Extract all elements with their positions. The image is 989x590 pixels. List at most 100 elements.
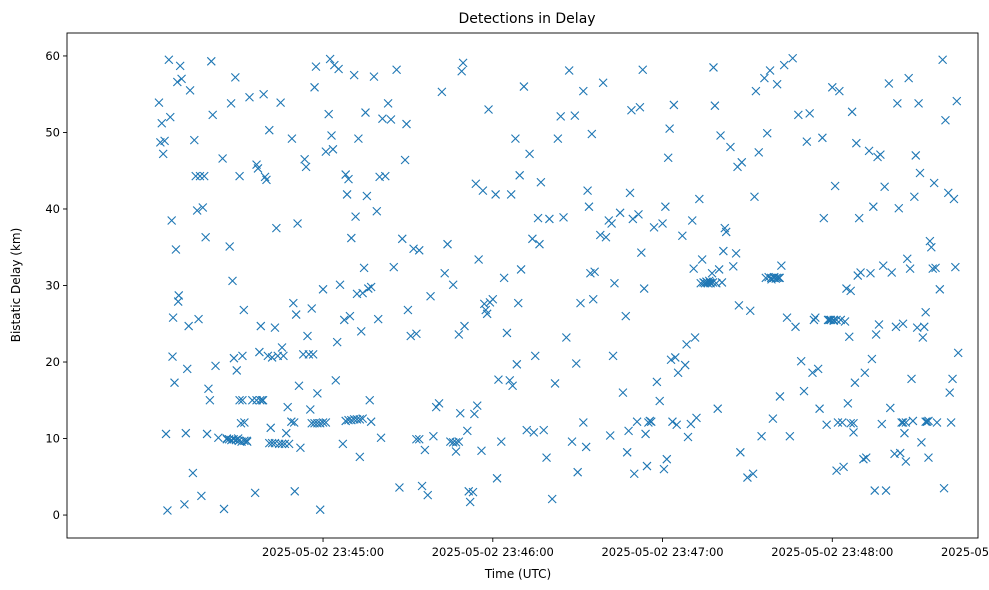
data-point [713, 404, 723, 414]
data-point [240, 418, 249, 427]
data-point [810, 313, 820, 323]
data-point [605, 431, 615, 440]
data-point [559, 213, 568, 222]
data-point [199, 171, 209, 181]
data-point [666, 355, 676, 365]
data-point [908, 416, 918, 426]
data-point [768, 414, 778, 424]
data-point [324, 109, 334, 119]
data-point [928, 264, 938, 274]
data-point [544, 214, 554, 224]
data-point [607, 219, 617, 228]
data-point [423, 490, 433, 500]
data-point [775, 392, 785, 401]
data-point [506, 190, 516, 199]
data-point [885, 403, 895, 413]
data-point [204, 384, 213, 394]
data-point [918, 333, 928, 342]
data-point [682, 340, 691, 349]
data-point [346, 233, 356, 243]
data-point [900, 428, 909, 438]
data-point [201, 232, 211, 242]
x-axis-ticks: 2025-05-02 23:45:00 2025-05-02 23:46:00 20… [262, 538, 989, 559]
data-point [743, 473, 752, 482]
data-point [417, 481, 427, 491]
data-point [772, 273, 782, 283]
data-point [516, 265, 526, 274]
data-point [830, 181, 840, 191]
data-point [601, 232, 611, 242]
data-point [262, 175, 271, 185]
data-point [189, 135, 199, 145]
data-point [363, 284, 373, 293]
data-point [406, 331, 416, 341]
data-point [443, 239, 452, 249]
data-point [669, 100, 679, 110]
data-point [561, 333, 571, 342]
data-point [283, 402, 293, 412]
data-point [288, 298, 298, 308]
data-point [354, 134, 363, 143]
data-point [892, 99, 902, 108]
data-point [805, 108, 815, 118]
data-point [235, 171, 244, 181]
data-point [861, 453, 871, 463]
data-point [369, 72, 379, 82]
data-point [690, 333, 700, 342]
data-point [584, 202, 594, 212]
data-point [334, 64, 343, 74]
data-point [528, 234, 537, 244]
data-point [477, 446, 486, 456]
data-point [341, 170, 351, 179]
data-point [796, 356, 806, 366]
data-point [911, 151, 921, 160]
data-point [721, 227, 731, 237]
data-point [884, 79, 894, 88]
data-point [289, 418, 299, 427]
data-point [851, 138, 861, 148]
data-point [659, 464, 669, 474]
data-point [454, 437, 464, 446]
data-point [494, 375, 503, 385]
data-point [590, 267, 600, 277]
data-point [793, 110, 803, 120]
data-point [172, 77, 182, 87]
data-point [492, 473, 502, 483]
data-point [914, 99, 923, 108]
x-axis-label: Time (UTC) [484, 567, 551, 581]
data-point [866, 268, 875, 278]
data-point [168, 352, 177, 362]
data-point [931, 263, 940, 273]
data-point [226, 99, 236, 108]
data-point [844, 332, 854, 342]
data-point [705, 278, 715, 287]
data-point [359, 263, 369, 273]
data-point [163, 506, 172, 515]
data-point [468, 487, 478, 497]
data-point [833, 418, 843, 427]
data-point [834, 86, 844, 96]
data-point [488, 294, 498, 304]
data-point [256, 321, 266, 331]
data-point [332, 337, 342, 347]
data-point [776, 261, 786, 270]
data-point [250, 488, 260, 498]
data-point [832, 315, 841, 325]
data-point [239, 305, 249, 315]
data-point [550, 379, 560, 388]
data-point [455, 408, 465, 418]
data-point [198, 203, 208, 212]
data-point [356, 327, 366, 336]
data-point [208, 110, 218, 120]
data-point [615, 208, 625, 218]
data-point [529, 428, 539, 437]
data-point [912, 323, 922, 332]
data-point [924, 453, 933, 463]
data-point [287, 134, 297, 143]
data-point [226, 435, 236, 445]
data-point [553, 134, 563, 143]
data-point [864, 146, 874, 156]
data-point [909, 192, 919, 202]
data-point [247, 395, 257, 405]
